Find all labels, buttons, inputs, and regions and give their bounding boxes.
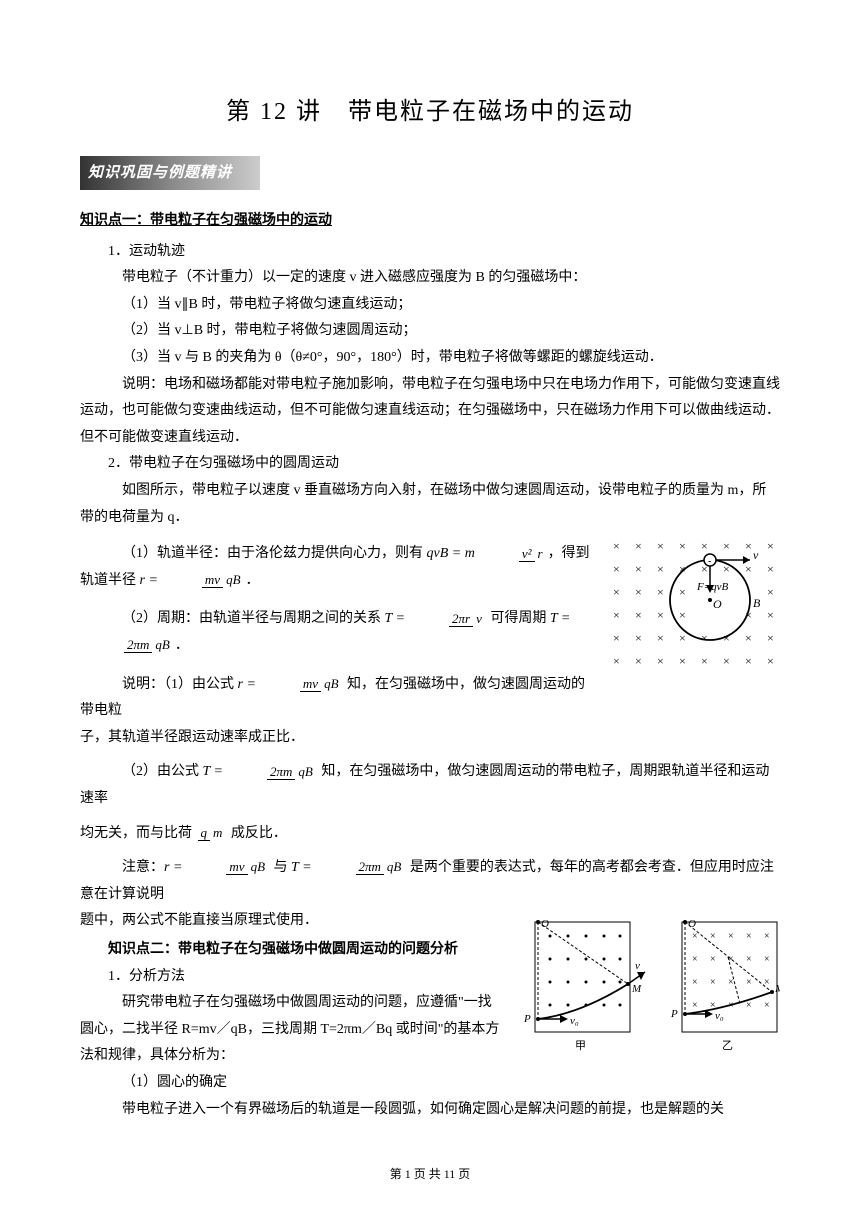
svg-text:×: × xyxy=(767,562,774,576)
svg-text:×: × xyxy=(613,539,620,553)
svg-text:v: v xyxy=(635,960,640,972)
page-footer: 第 1 页 共 11 页 xyxy=(0,1163,860,1186)
paragraph: （1）当 v∥B 时，带电粒子将做匀速直线运动； xyxy=(80,292,780,319)
svg-text:M: M xyxy=(774,983,780,995)
section-banner: 知识巩固与例题精讲 xyxy=(80,156,260,191)
svg-text:-: - xyxy=(708,556,711,567)
svg-text:×: × xyxy=(692,954,698,965)
paragraph: （2）当 v⊥B 时，带电粒子将做匀速圆周运动； xyxy=(80,318,780,345)
formula-line: 注意：r =mvqB 与 T =2πmqB 是两个重要的表达式，每年的高考都会考… xyxy=(80,855,780,908)
page-title: 第 12 讲 带电粒子在磁场中的运动 xyxy=(80,90,780,136)
svg-text:×: × xyxy=(764,954,770,965)
svg-text:×: × xyxy=(692,931,698,942)
paragraph: （3）当 v 与 B 的夹角为 θ（θ≠0°，90°，180°）时，带电粒子将做… xyxy=(80,345,780,372)
svg-text:P: P xyxy=(523,1013,531,1025)
paragraph: 说明：电场和磁场都能对带电粒子施加影响，带电粒子在匀强电场中只在电场力作用下，可… xyxy=(80,372,780,452)
svg-text:×: × xyxy=(764,1000,770,1011)
svg-text:B: B xyxy=(753,596,761,610)
svg-text:×: × xyxy=(613,585,620,599)
svg-text:×: × xyxy=(767,608,774,622)
svg-text:×: × xyxy=(657,654,664,668)
svg-text:×: × xyxy=(657,608,664,622)
svg-text:×: × xyxy=(635,562,642,576)
svg-text:×: × xyxy=(767,654,774,668)
paragraph: 带电粒子进入一个有界磁场后的轨道是一段圆弧，如何确定圆心是解决问题的前提，也是解… xyxy=(80,1097,780,1124)
circular-motion-diagram: ×××××××× ×××××××× ××××× ×××××× ×××××××× … xyxy=(605,535,780,670)
trajectory-diagrams: O v M P v₀ 甲 ××××× ××××× ××××× ××××× xyxy=(510,914,780,1070)
paragraph: 带电粒子（不计重力）以一定的速度 v 进入磁感应强度为 B 的匀强磁场中： xyxy=(80,265,780,292)
svg-text:×: × xyxy=(728,977,734,988)
svg-text:×: × xyxy=(746,1000,752,1011)
svg-text:×: × xyxy=(613,631,620,645)
svg-text:×: × xyxy=(745,539,752,553)
svg-text:F=qvB: F=qvB xyxy=(696,581,729,593)
svg-text:×: × xyxy=(613,654,620,668)
svg-text:×: × xyxy=(723,539,730,553)
item-label: 2．带电粒子在匀强磁场中的圆周运动 xyxy=(80,451,780,478)
svg-text:×: × xyxy=(746,931,752,942)
svg-text:×: × xyxy=(746,977,752,988)
svg-text:×: × xyxy=(613,562,620,576)
svg-text:×: × xyxy=(701,654,708,668)
svg-text:×: × xyxy=(679,539,686,553)
svg-text:×: × xyxy=(767,585,774,599)
svg-text:×: × xyxy=(657,585,664,599)
svg-text:×: × xyxy=(723,654,730,668)
svg-text:×: × xyxy=(679,585,686,599)
svg-text:×: × xyxy=(767,539,774,553)
svg-text:O: O xyxy=(541,918,549,930)
svg-text:×: × xyxy=(767,631,774,645)
svg-text:×: × xyxy=(657,631,664,645)
svg-text:P: P xyxy=(670,1008,678,1020)
svg-text:O: O xyxy=(688,918,696,930)
svg-text:×: × xyxy=(635,654,642,668)
svg-text:×: × xyxy=(710,931,716,942)
svg-text:×: × xyxy=(657,562,664,576)
svg-text:×: × xyxy=(701,631,708,645)
svg-text:×: × xyxy=(745,654,752,668)
svg-text:×: × xyxy=(657,539,664,553)
svg-text:v₀: v₀ xyxy=(570,1015,579,1027)
svg-text:×: × xyxy=(745,631,752,645)
svg-text:v: v xyxy=(753,548,759,562)
svg-text:×: × xyxy=(635,539,642,553)
paragraph: （1）圆心的确定 xyxy=(80,1070,780,1097)
svg-text:×: × xyxy=(710,954,716,965)
svg-text:×: × xyxy=(635,631,642,645)
svg-text:×: × xyxy=(635,608,642,622)
svg-text:×: × xyxy=(701,539,708,553)
svg-text:乙: 乙 xyxy=(722,1039,733,1052)
paragraph: 子，其轨道半径跟运动速率成正比． xyxy=(80,725,780,752)
svg-text:v₀: v₀ xyxy=(715,1010,724,1022)
svg-text:×: × xyxy=(679,608,686,622)
svg-text:×: × xyxy=(692,977,698,988)
item-label: 1．运动轨迹 xyxy=(80,239,780,266)
svg-text:×: × xyxy=(764,931,770,942)
section1-heading: 知识点一：带电粒子在匀强磁场中的运动 xyxy=(80,208,780,235)
svg-text:×: × xyxy=(746,954,752,965)
svg-text:×: × xyxy=(692,1000,698,1011)
content: 知识点一：带电粒子在匀强磁场中的运动 1．运动轨迹 带电粒子（不计重力）以一定的… xyxy=(80,208,780,1123)
svg-text:×: × xyxy=(613,608,620,622)
svg-text:×: × xyxy=(679,631,686,645)
svg-text:M: M xyxy=(631,983,642,995)
svg-text:O: O xyxy=(713,597,722,611)
svg-text:×: × xyxy=(679,654,686,668)
formula-line: 均无关，而与比荷 qm 成反比． xyxy=(80,821,780,848)
paragraph: 如图所示，带电粒子以速度 v 垂直磁场方向入射，在磁场中做匀速圆周运动，设带电粒… xyxy=(80,478,780,531)
svg-text:×: × xyxy=(710,977,716,988)
svg-text:甲: 甲 xyxy=(575,1040,586,1052)
svg-text:×: × xyxy=(745,562,752,576)
formula-line: （2）由公式 T =2πmqB 知，在匀强磁场中，做匀速圆周运动的带电粒子，周期… xyxy=(80,759,780,812)
svg-text:×: × xyxy=(728,931,734,942)
svg-text:×: × xyxy=(635,585,642,599)
formula-line: 说明：（1）由公式 r =mvqB 知，在匀强磁场中，做匀速圆周运动的带电粒 xyxy=(80,672,780,725)
